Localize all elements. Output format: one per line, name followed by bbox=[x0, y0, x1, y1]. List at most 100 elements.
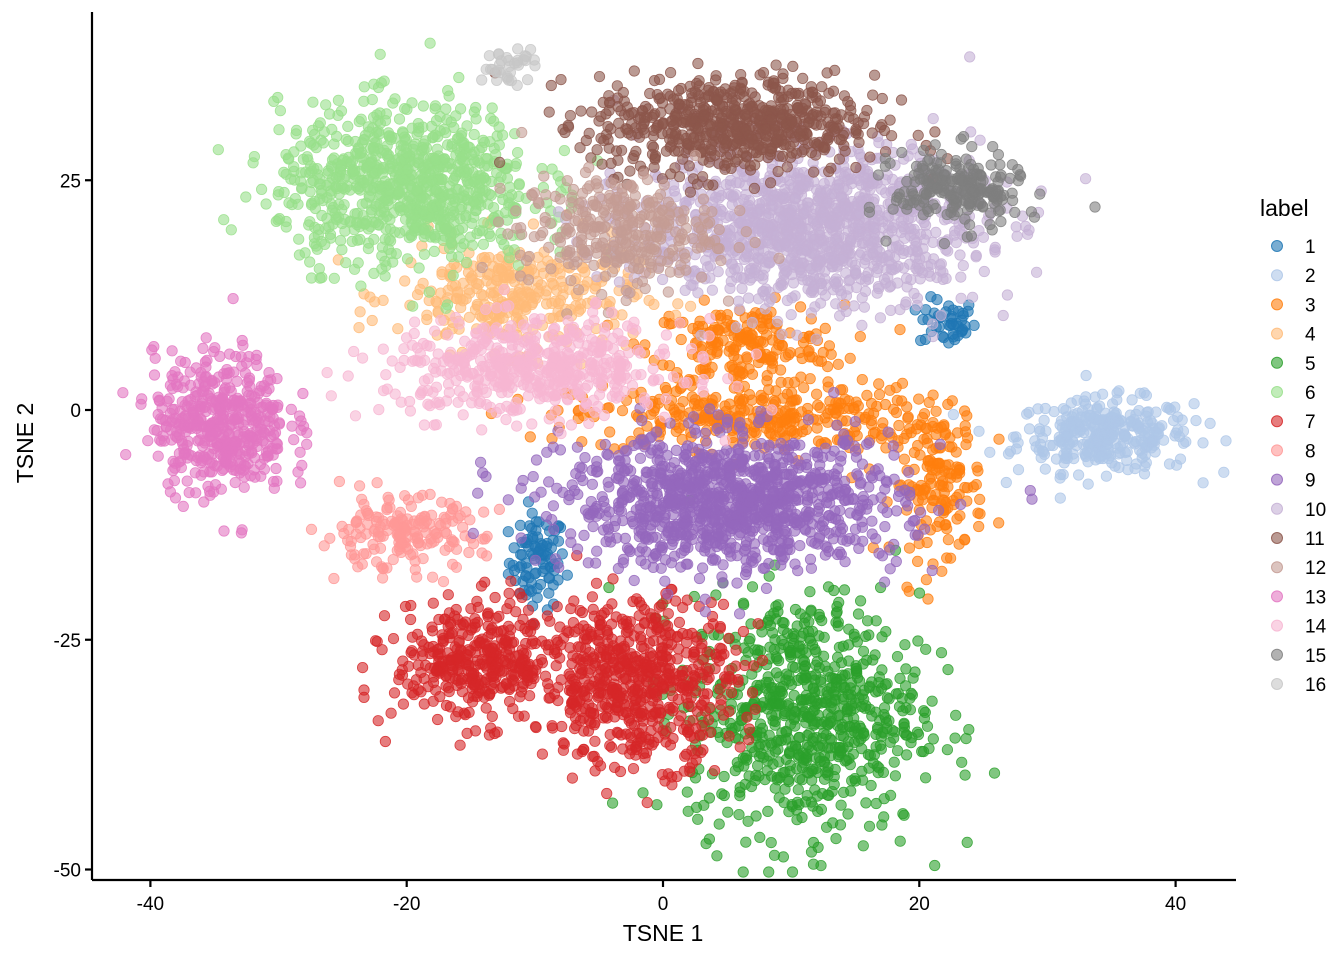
data-point bbox=[526, 638, 538, 650]
data-point bbox=[929, 859, 941, 872]
data-point bbox=[880, 625, 892, 638]
data-point bbox=[315, 235, 327, 248]
data-point bbox=[781, 388, 793, 400]
data-point bbox=[970, 478, 982, 491]
data-point bbox=[910, 423, 923, 435]
data-point bbox=[381, 210, 393, 222]
data-point bbox=[703, 833, 716, 845]
data-point bbox=[681, 786, 693, 798]
data-point bbox=[842, 808, 854, 820]
data-point bbox=[527, 470, 539, 483]
data-point bbox=[426, 571, 439, 583]
data-point bbox=[1072, 407, 1084, 419]
data-point bbox=[827, 817, 839, 829]
data-point bbox=[314, 117, 326, 129]
data-point bbox=[943, 300, 955, 312]
data-point bbox=[421, 313, 433, 326]
data-point bbox=[396, 173, 409, 185]
data-point bbox=[993, 517, 1005, 529]
data-point bbox=[315, 184, 327, 197]
data-point bbox=[435, 287, 447, 299]
data-point bbox=[934, 479, 946, 491]
data-point bbox=[805, 695, 818, 707]
data-point bbox=[691, 635, 703, 647]
data-point bbox=[699, 427, 711, 439]
data-point bbox=[429, 129, 441, 141]
data-point bbox=[741, 711, 753, 723]
data-point bbox=[1073, 469, 1085, 481]
data-point bbox=[1126, 394, 1138, 406]
data-point bbox=[804, 586, 816, 598]
data-point bbox=[633, 610, 645, 622]
data-point bbox=[488, 727, 501, 740]
data-point bbox=[801, 710, 814, 722]
data-point bbox=[768, 849, 781, 861]
data-point bbox=[1088, 440, 1101, 452]
data-point bbox=[801, 402, 814, 415]
data-point bbox=[849, 702, 861, 714]
data-point bbox=[822, 718, 834, 730]
data-point bbox=[564, 707, 577, 719]
data-point bbox=[830, 397, 842, 409]
data-point bbox=[655, 599, 667, 611]
data-point bbox=[401, 103, 413, 116]
data-point bbox=[862, 748, 875, 761]
data-point bbox=[651, 799, 663, 811]
data-point bbox=[901, 401, 913, 413]
data-point bbox=[850, 662, 862, 675]
data-point bbox=[904, 692, 916, 704]
data-point bbox=[485, 189, 497, 201]
data-point bbox=[780, 734, 792, 746]
data-point bbox=[474, 157, 486, 169]
data-point bbox=[541, 610, 554, 622]
data-point bbox=[743, 734, 755, 746]
data-point bbox=[831, 606, 843, 618]
data-point bbox=[857, 535, 869, 547]
data-point bbox=[407, 300, 419, 312]
data-point bbox=[592, 634, 604, 647]
data-point bbox=[595, 664, 607, 676]
data-point bbox=[453, 71, 465, 84]
data-point bbox=[429, 230, 441, 242]
data-point bbox=[377, 294, 389, 306]
data-point bbox=[952, 330, 964, 342]
data-point bbox=[486, 102, 498, 114]
data-point bbox=[455, 241, 467, 253]
data-point bbox=[838, 584, 851, 596]
data-point bbox=[908, 446, 921, 459]
data-point bbox=[681, 664, 693, 677]
data-point bbox=[756, 654, 769, 667]
data-point bbox=[465, 667, 478, 679]
data-point bbox=[424, 37, 436, 49]
data-point bbox=[461, 120, 473, 132]
data-point bbox=[1180, 436, 1192, 448]
data-point bbox=[835, 745, 847, 757]
data-point bbox=[300, 166, 312, 178]
data-point bbox=[925, 291, 937, 303]
data-point bbox=[489, 591, 501, 604]
data-point bbox=[653, 703, 665, 716]
data-point bbox=[1089, 391, 1101, 403]
data-point bbox=[927, 420, 939, 433]
data-point bbox=[902, 412, 914, 424]
data-point bbox=[780, 668, 793, 680]
data-point bbox=[742, 815, 754, 827]
data-point bbox=[379, 115, 392, 127]
data-point bbox=[936, 494, 949, 506]
data-point bbox=[1142, 426, 1154, 439]
data-point bbox=[717, 709, 730, 721]
data-point bbox=[633, 675, 645, 688]
data-point bbox=[516, 591, 528, 604]
data-point bbox=[590, 577, 603, 589]
data-point bbox=[824, 682, 836, 694]
data-point bbox=[829, 406, 842, 419]
data-point bbox=[631, 727, 643, 739]
data-point bbox=[393, 201, 405, 213]
data-point bbox=[387, 553, 399, 566]
data-point bbox=[367, 111, 380, 123]
data-point bbox=[763, 383, 775, 396]
data-point bbox=[369, 635, 382, 647]
data-point bbox=[471, 654, 483, 667]
data-point bbox=[890, 406, 903, 419]
